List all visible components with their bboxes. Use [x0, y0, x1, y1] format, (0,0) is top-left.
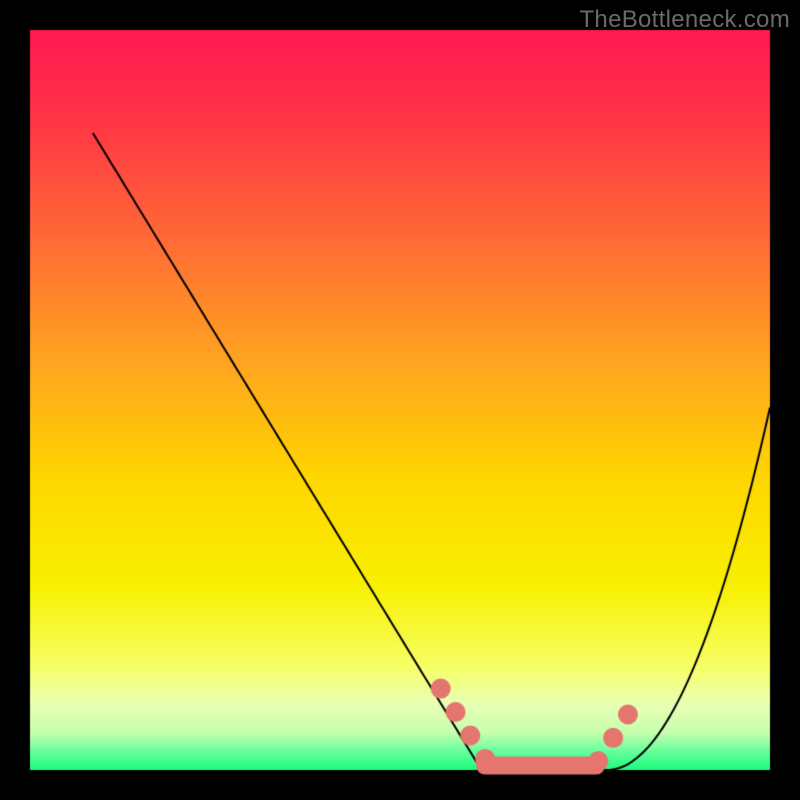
- watermark-text: TheBottleneck.com: [579, 6, 790, 34]
- bottleneck-chart-canvas: [0, 0, 800, 800]
